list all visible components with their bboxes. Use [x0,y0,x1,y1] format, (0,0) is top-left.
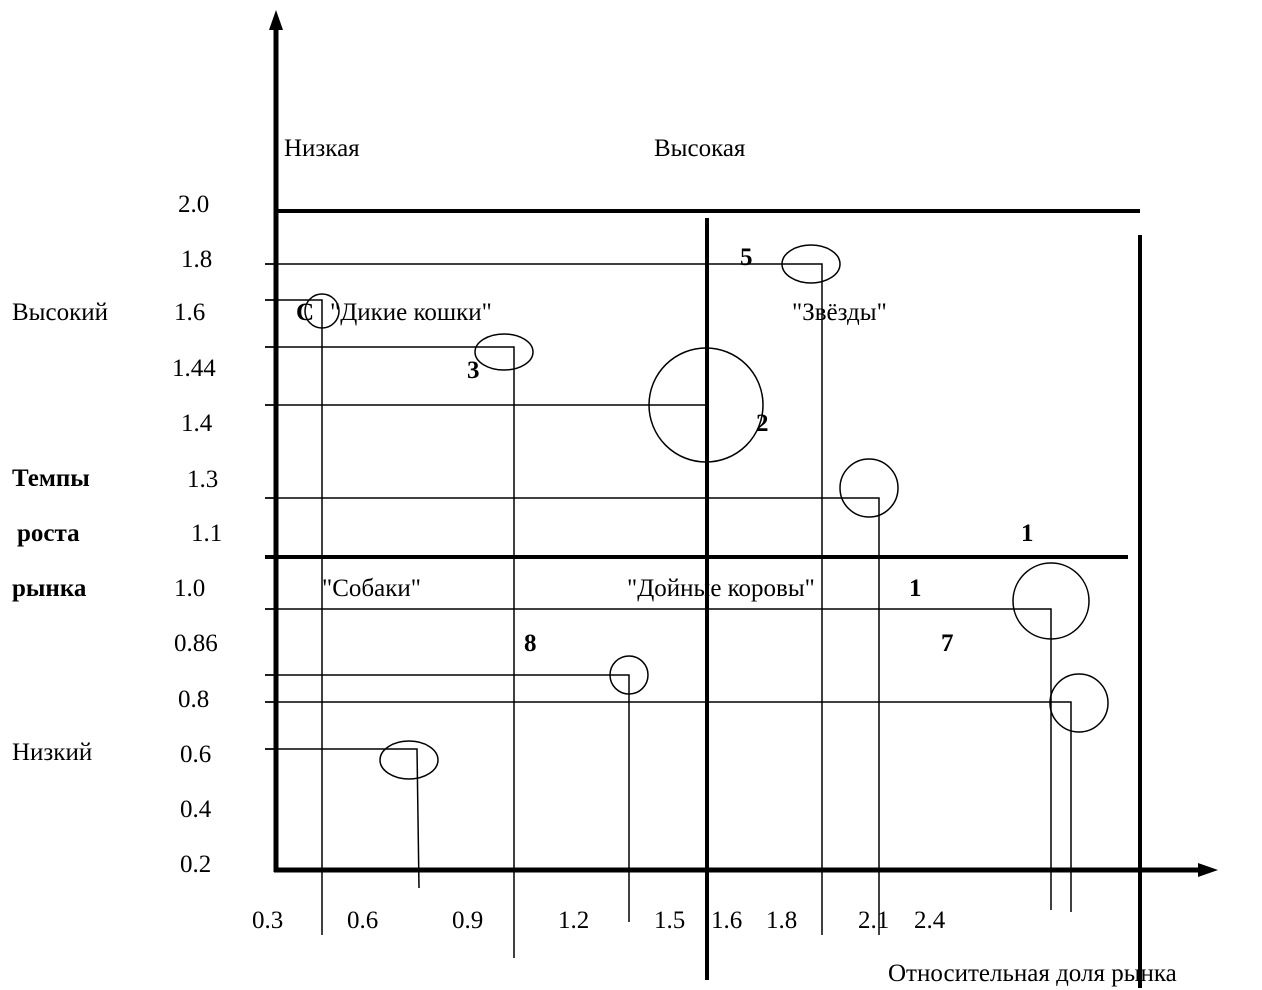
y-tick-label: 1.8 [181,246,212,273]
bubble-2 [648,347,764,463]
y-level-high-label: Высокий [12,299,108,326]
y-level-low-label: Низкий [12,739,92,766]
leader-line-6 [265,748,420,889]
y-axis-title-line-1: Темпы [12,465,90,492]
x-tick-label: 1.8 [766,907,797,934]
leader-line-1 [265,608,1052,910]
bubble-1-top [839,458,899,518]
y-tick-label: 0.86 [174,630,218,657]
leader-lines [265,263,1072,958]
leader-line-5 [265,263,823,935]
leader-line-c [265,299,323,935]
x-tick-labels: 0.3 0.6 0.9 1.2 1.5 1.6 1.8 2.1 2.4 [252,907,946,934]
x-level-low-label: Низкая [284,135,360,162]
y-axis-title-line-2: роста [17,520,80,547]
y-tick-label: 1.4 [181,410,213,437]
bubble-label: 7 [941,630,954,657]
x-tick-label: 2.4 [914,907,946,934]
bubble-c [304,293,340,329]
x-axis-title: Относительная доля рынка [888,960,1177,987]
bubble-label: 1 [1021,520,1034,547]
quadrant-label-dogs: "Собаки" [322,575,421,602]
leader-line-7 [265,701,1072,912]
y-tick-label: 0.6 [180,741,211,768]
x-tick-label: 1.5 [654,907,685,934]
x-tick-label: 0.6 [347,907,378,934]
quadrant-label-wild-cats: "Дикие кошки" [330,299,492,326]
bubble-8 [609,655,649,695]
bubble-5 [781,244,841,284]
bubble-label: 5 [740,244,753,271]
y-tick-label: 0.4 [180,796,212,823]
y-tick-label: 1.44 [172,355,216,382]
bubble-7 [1049,673,1109,733]
x-tick-label: 0.9 [452,907,483,934]
bubble-label: 1 [909,575,922,602]
y-axis-arrow [269,10,283,30]
leader-line-3 [265,346,515,958]
bubble-label: 2 [756,410,769,437]
y-tick-labels: 2.0 1.8 1.6 1.44 1.4 1.3 1.1 1.0 0.86 0.… [172,191,222,878]
x-tick-label: 2.1 [858,907,889,934]
y-axis-title-line-3: рынка [12,575,87,602]
bubble-label: 8 [524,630,537,657]
y-tick-marks [265,263,276,750]
y-tick-label: 1.1 [191,520,222,547]
leader-line-1-top [265,497,880,935]
bubble-label: 3 [467,357,480,384]
bubble-6 [379,740,439,780]
y-tick-label: 1.3 [187,466,218,493]
x-tick-label: 1.6 [711,907,742,934]
y-tick-label: 1.0 [174,575,205,602]
x-level-high-label: Высокая [654,135,746,162]
x-axis-arrow [1198,863,1218,877]
leader-line-8 [265,674,630,922]
x-tick-label: 0.3 [252,907,283,934]
bubble-1 [1012,562,1090,640]
y-tick-label: 1.6 [174,299,205,326]
quadrant-label-cash-cows: "Дойные коровы" [627,575,815,602]
y-tick-label: 0.2 [180,851,211,878]
bubbles [304,244,1109,780]
x-tick-label: 1.2 [558,907,589,934]
y-tick-label: 2.0 [178,191,209,218]
bubble-3 [474,333,534,371]
quadrant-label-stars: "Звёзды" [792,299,887,326]
bubble-label: C [296,299,314,326]
y-tick-label: 0.8 [178,686,209,713]
